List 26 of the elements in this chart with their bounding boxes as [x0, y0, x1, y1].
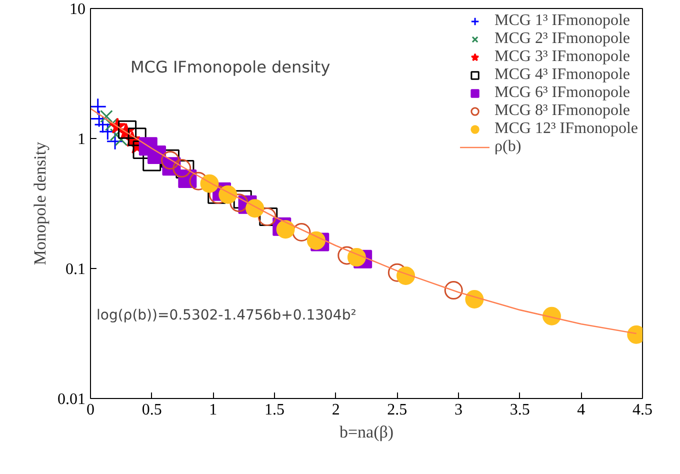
legend-label: ρ(b) — [494, 138, 522, 156]
x-tick-label: 3 — [454, 402, 462, 418]
y-tick-label: 1 — [78, 131, 86, 148]
x-tick-label: 2 — [332, 402, 340, 418]
x-axis-title: b=na(β) — [339, 422, 394, 442]
y-tick-label: 0.01 — [58, 391, 86, 408]
x-tick-label: 4 — [577, 402, 586, 418]
x-tick-label: 1 — [209, 402, 218, 418]
legend-label: MCG 4³ IFmonopole — [494, 66, 630, 84]
text: MCG IFmonopole density — [130, 58, 330, 76]
annotation: log(ρ(b))=0.5302-1.4756b+0.1304b² — [96, 308, 356, 324]
legend-label: MCG 3³ IFmonopole — [494, 48, 630, 66]
legend-label: MCG 6³ IFmonopole — [494, 84, 630, 102]
x-tick-label: 2.5 — [387, 402, 408, 418]
x-tick-label: 4.5 — [632, 402, 652, 418]
x-tick-label: 3.5 — [510, 402, 530, 418]
y-tick-label: 0.1 — [66, 261, 86, 278]
legend-label: MCG 2³ IFmonopole — [494, 30, 630, 48]
legend-label: MCG 8³ IFmonopole — [494, 102, 630, 120]
legend-label: MCG 1³ IFmonopole — [494, 12, 630, 30]
x-tick-label: 1.5 — [264, 402, 284, 418]
x-tick-label: 0 — [86, 402, 94, 418]
x-tick-label: 0.5 — [142, 402, 162, 418]
y-tick-label: 10 — [70, 1, 86, 18]
y-axis-title: Monopole density — [30, 141, 50, 266]
legend-label: MCG 12³ IFmonopole — [494, 120, 638, 138]
